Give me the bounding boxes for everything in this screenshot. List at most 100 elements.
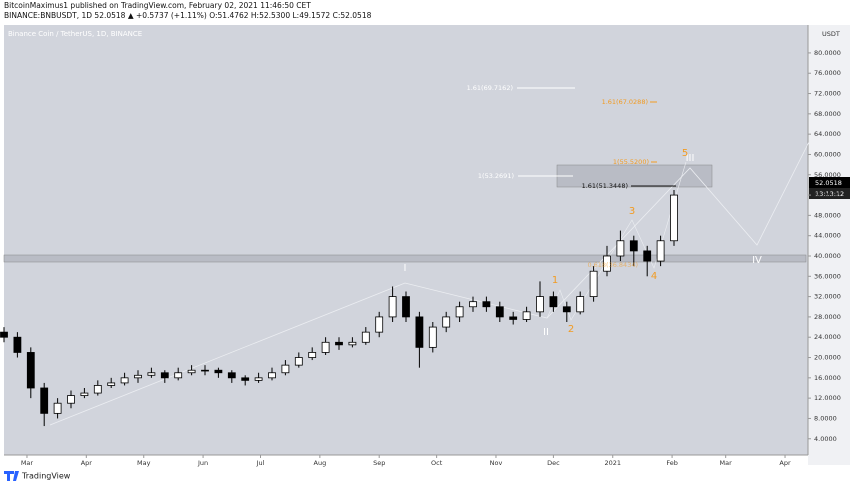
wave-label: II [543,327,549,338]
y-tick-label: 60.0000 [814,150,841,158]
y-tick-label: 32.0000 [814,293,841,301]
candle-body [254,377,263,381]
x-tick-label: Oct [431,459,443,467]
symbol-line: BINANCE:BNBUSDT, 1D 52.0518 ▲ +0.5737 (+… [4,11,372,20]
candle-body [107,382,116,386]
candle-body [670,194,678,242]
y-tick-label: 64.0000 [814,130,841,138]
y-tick-label: 4.0000 [814,435,837,443]
y-tick-label: 8.0000 [814,414,837,422]
x-tick-label: Apr [81,459,93,467]
wave-label: IV [752,255,762,266]
y-tick-label: 24.0000 [814,333,841,341]
candle-body [174,372,183,379]
candle-body [509,316,518,320]
candle-body [80,392,89,397]
x-tick-label: Sep [373,459,385,467]
fib-label: 1(53.2691) [478,172,514,180]
x-tick-label: Apr [779,459,791,467]
candle-body [40,387,49,414]
y-tick-label: 72.0000 [814,90,841,98]
candle-body [522,311,531,320]
y-tick-label: 68.0000 [814,110,841,118]
candle-body [388,296,397,318]
support-band [3,254,807,263]
wave-label: 5 [682,148,688,159]
candle-body [375,316,384,333]
fib-label: 1(55.5200) [613,158,649,166]
candle-body [469,301,477,308]
candle-body [321,341,330,353]
countdown-tag [809,188,850,199]
y-tick-label: 20.0000 [814,354,841,362]
resistance-box [556,164,713,188]
candle-body [415,316,424,348]
wave-label: 2 [568,324,574,335]
wave-label: 1 [552,275,558,286]
candle-body [482,301,491,308]
candle-body [616,240,625,257]
y-tick-label: 44.0000 [814,232,841,240]
y-tick-label: 36.0000 [814,272,841,280]
x-tick-label: Nov [490,459,503,467]
y-tick-label: 28.0000 [814,313,841,321]
last-price-tag [809,177,850,188]
candle-body [214,369,223,374]
candle-body [281,364,290,374]
candle-body [0,331,8,338]
candle-body [576,296,585,313]
candle-body [308,352,317,358]
x-tick-label: 2021 [604,459,621,467]
y-tick-label: 56.0000 [814,171,841,179]
x-tick-label: Dec [547,459,560,467]
candle-body [442,316,451,328]
candle-body [495,306,504,318]
fib-label: 1.61(69.7162) [467,84,513,92]
x-tick-label: Aug [314,459,327,467]
last-price: 52.0518 [815,179,842,187]
candle-body [643,250,652,262]
wave-label: III [686,153,695,164]
brand: TradingView [21,472,71,481]
candle-body [589,270,598,298]
publisher: BitcoinMaximus1 published on TradingView… [4,1,311,10]
candle-body [201,369,209,372]
candle-body [335,341,343,346]
x-tick-label: May [137,459,151,467]
candle-body [629,240,638,252]
logo [4,471,19,481]
candle-body [67,395,75,404]
x-tick-label: Jun [197,459,208,467]
x-tick-label: Mar [21,459,34,467]
candle-body [455,306,464,318]
candle-body [227,372,236,379]
x-tick-label: Mar [720,459,733,467]
candle-body [13,336,22,353]
candles [0,189,678,427]
y-tick-label: 80.0000 [814,49,841,57]
fib-label: 0.618(36.8434) [587,261,638,269]
fib-label: 1.61(51.3448) [582,182,628,190]
y-unit: USDT [822,30,840,38]
plot-bg [4,25,808,455]
candle-body [160,372,169,379]
y-tick-label: 12.0000 [814,394,841,402]
candle-body [147,372,156,376]
candle-body [120,377,129,384]
chart-title: Binance Coin / TetherUS, 1D, BINANCE [8,30,142,38]
fib-label: 1.61(67.0288) [602,98,648,106]
y-tick-label: 40.0000 [814,252,841,260]
candle-body [348,341,357,346]
y-tick-label: 16.0000 [814,374,841,382]
countdown: 13:13:12 [815,190,844,198]
candle-body [549,296,558,308]
wave-label: I [404,263,407,274]
candle-body [536,296,544,313]
wave-label: 3 [629,206,635,217]
candle-body [134,374,142,379]
y-tick-label: 52.0000 [814,191,841,199]
candle-body [656,240,665,262]
wave-label: 4 [651,271,657,282]
candle-body [187,369,196,374]
